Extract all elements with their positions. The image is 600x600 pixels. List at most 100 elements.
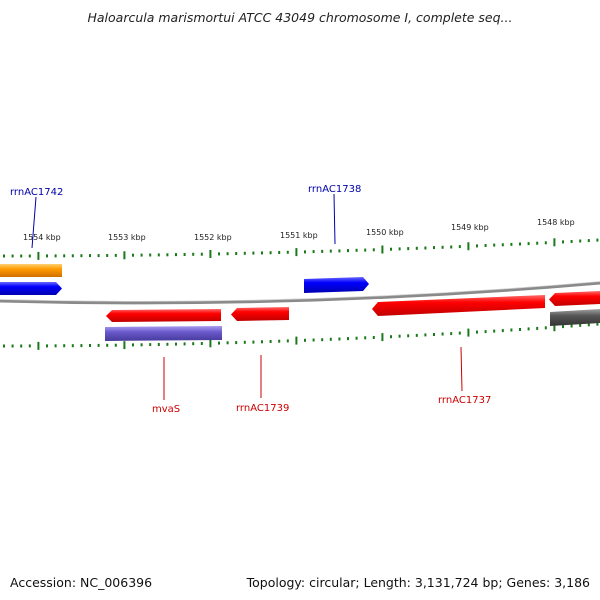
outer-minor-tick bbox=[450, 245, 453, 249]
outer-minor-tick bbox=[200, 252, 203, 256]
outer-major-tick bbox=[467, 242, 470, 251]
inner-minor-tick bbox=[192, 342, 195, 346]
label-line-rrnAC1738 bbox=[333, 193, 336, 245]
inner-minor-tick bbox=[261, 340, 263, 344]
inner-minor-tick bbox=[278, 339, 281, 343]
inner-minor-tick bbox=[450, 332, 453, 336]
gene-right-edge-red-arrow[interactable] bbox=[549, 291, 600, 306]
inner-minor-tick bbox=[441, 332, 444, 336]
inner-minor-tick bbox=[493, 329, 496, 333]
outer-minor-tick bbox=[570, 240, 573, 243]
gene-mvaS-arrow[interactable] bbox=[106, 309, 221, 322]
inner-minor-tick bbox=[536, 326, 539, 330]
outer-minor-tick bbox=[544, 241, 547, 245]
inner-minor-tick bbox=[106, 343, 109, 347]
inner-minor-tick bbox=[519, 328, 521, 331]
outer-minor-tick bbox=[80, 254, 83, 258]
inner-minor-tick bbox=[97, 343, 100, 347]
outer-minor-tick bbox=[321, 249, 324, 253]
outer-minor-tick bbox=[71, 254, 74, 258]
outer-minor-tick bbox=[166, 253, 169, 257]
outer-major-tick bbox=[37, 251, 40, 260]
inner-minor-tick bbox=[269, 340, 272, 343]
inner-minor-tick bbox=[140, 343, 143, 347]
inner-major-tick bbox=[467, 328, 470, 337]
label-mvaS[interactable]: mvaS bbox=[152, 404, 180, 415]
outer-minor-tick bbox=[338, 249, 341, 253]
outer-minor-tick bbox=[20, 254, 23, 258]
label-rrnAC1739[interactable]: rrnAC1739 bbox=[236, 403, 289, 414]
outer-minor-tick bbox=[114, 253, 117, 257]
inner-minor-tick bbox=[218, 341, 220, 345]
inner-minor-tick bbox=[226, 341, 229, 345]
outer-minor-tick bbox=[106, 254, 109, 257]
inner-minor-tick bbox=[458, 331, 461, 335]
inner-minor-tick bbox=[338, 337, 341, 341]
outer-minor-tick bbox=[587, 239, 590, 243]
inner-minor-tick bbox=[355, 336, 358, 340]
outer-minor-tick bbox=[252, 251, 255, 255]
outer-minor-tick bbox=[364, 248, 367, 252]
inner-minor-tick bbox=[132, 343, 134, 347]
label-rrnAC1738[interactable]: rrnAC1738 bbox=[308, 184, 361, 195]
inner-minor-tick bbox=[347, 337, 349, 341]
outer-minor-tick bbox=[132, 253, 134, 257]
inner-minor-tick bbox=[587, 323, 590, 327]
label-line-rrnAC1737 bbox=[460, 346, 463, 392]
outer-minor-tick bbox=[415, 246, 418, 250]
outer-minor-tick bbox=[261, 251, 263, 255]
orange-feature[interactable] bbox=[0, 264, 62, 277]
inner-minor-tick bbox=[476, 330, 478, 334]
inner-minor-tick bbox=[71, 344, 74, 348]
outer-minor-tick bbox=[46, 254, 48, 258]
outer-minor-tick bbox=[579, 239, 582, 243]
outer-minor-tick bbox=[192, 252, 195, 256]
gene-rrnAC1737-arrow[interactable] bbox=[372, 295, 545, 316]
inner-minor-tick bbox=[157, 343, 160, 346]
outer-minor-tick bbox=[510, 242, 513, 246]
inner-minor-tick bbox=[46, 344, 48, 348]
outer-minor-tick bbox=[355, 248, 358, 252]
inner-minor-tick bbox=[235, 341, 238, 345]
chromosome-backbone bbox=[0, 281, 600, 305]
inner-minor-tick bbox=[286, 339, 289, 343]
accession-text: Accession: NC_006396 bbox=[10, 575, 153, 590]
outer-minor-tick bbox=[527, 242, 530, 246]
kbp-label-1553: 1553 kbp bbox=[108, 233, 146, 242]
outer-minor-tick bbox=[562, 240, 564, 244]
outer-minor-tick bbox=[407, 247, 410, 251]
outer-minor-tick bbox=[89, 254, 91, 258]
outer-minor-tick bbox=[433, 246, 435, 250]
outer-minor-tick bbox=[536, 241, 539, 245]
outer-minor-tick bbox=[372, 248, 375, 252]
label-rrnAC1737[interactable]: rrnAC1737 bbox=[438, 395, 491, 406]
outer-minor-tick bbox=[54, 254, 57, 258]
inner-minor-tick bbox=[329, 337, 332, 341]
inner-minor-tick bbox=[407, 334, 410, 338]
outer-minor-tick bbox=[28, 254, 31, 258]
outer-minor-tick bbox=[458, 245, 461, 249]
inner-minor-tick bbox=[11, 344, 14, 348]
inner-minor-tick bbox=[398, 334, 401, 338]
gene-rrnAC1742-arrow[interactable] bbox=[0, 282, 62, 295]
outer-major-tick bbox=[123, 251, 126, 260]
chromosome-backbone-highlight bbox=[0, 281, 600, 302]
inner-minor-tick bbox=[28, 344, 31, 348]
outer-minor-tick bbox=[596, 238, 599, 242]
kbp-label-1554: 1554 kbp bbox=[23, 233, 61, 242]
gene-rrnAC1738-arrow[interactable] bbox=[304, 277, 369, 293]
kbp-label-1549: 1549 kbp bbox=[451, 223, 489, 232]
label-rrnAC1742[interactable]: rrnAC1742 bbox=[10, 187, 63, 198]
inner-minor-tick bbox=[372, 336, 375, 339]
outer-tick-track bbox=[3, 238, 599, 260]
inner-minor-tick bbox=[114, 343, 117, 347]
inner-minor-tick bbox=[252, 340, 255, 344]
inner-minor-tick bbox=[501, 329, 504, 333]
inner-minor-tick bbox=[63, 344, 66, 348]
gray-feature[interactable] bbox=[550, 309, 600, 326]
outer-minor-tick bbox=[441, 245, 444, 249]
gene-rrnAC1739-arrow[interactable] bbox=[231, 307, 289, 321]
purple-feature[interactable] bbox=[105, 326, 222, 341]
inner-major-tick bbox=[295, 336, 298, 345]
